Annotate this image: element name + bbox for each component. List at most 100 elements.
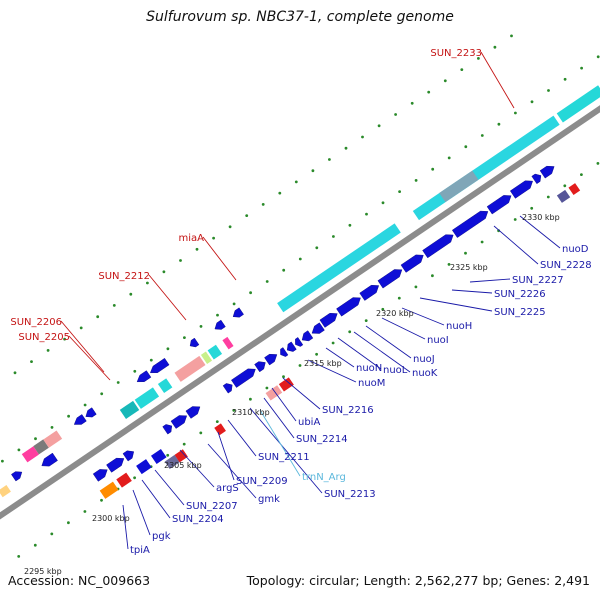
gene-label-sun-2226: SUN_2226	[494, 289, 546, 300]
gene-label-ubia: ubiA	[298, 417, 320, 428]
gene-label-tpia: tpiA	[130, 545, 150, 556]
rna-block	[413, 116, 560, 221]
accession-text: Accession: NC_009663	[8, 573, 150, 588]
cds-block	[309, 323, 324, 337]
gene-label-nuod: nuoD	[562, 244, 589, 255]
gene-label-sun-2206: SUN_2206	[10, 317, 62, 328]
leader-line	[283, 378, 320, 409]
scale-dot	[481, 241, 484, 244]
scale-dot	[315, 353, 318, 356]
rna-block	[277, 223, 401, 312]
scale-dot	[563, 184, 566, 187]
scale-dot	[427, 91, 430, 94]
scale-dot	[394, 113, 397, 116]
scale-dot	[431, 274, 434, 277]
scale-dot	[460, 68, 463, 71]
cds-block	[320, 310, 340, 328]
leader-line	[366, 326, 411, 358]
scale-dot	[348, 330, 351, 333]
scale-dot	[47, 349, 50, 352]
rna-block	[222, 337, 233, 349]
cds-block	[213, 320, 226, 332]
scale-dot	[282, 269, 285, 272]
scale-dot	[597, 162, 600, 165]
scale-dot	[100, 499, 103, 502]
scale-dot	[299, 258, 302, 261]
scale-dot	[30, 360, 33, 363]
leader-line	[123, 505, 128, 549]
scale-dot	[166, 454, 169, 457]
gene-label-sun-2205: SUN_2205	[18, 332, 70, 343]
scale-dot	[133, 476, 136, 479]
scale-dot	[17, 555, 20, 558]
scale-dot	[361, 136, 364, 139]
gene-label-trnn-arg: trnN_Arg	[302, 472, 346, 483]
scale-dot	[415, 179, 418, 182]
cds-block	[336, 294, 363, 316]
scale-dot	[67, 521, 70, 524]
scale-dot	[84, 404, 87, 407]
gene-label-sun-2228: SUN_2228	[540, 260, 592, 271]
cds-block	[123, 448, 136, 461]
rna-block	[557, 85, 600, 122]
cds-block	[72, 414, 86, 427]
scale-dot	[67, 415, 70, 418]
leader-line	[228, 420, 256, 456]
misc-block	[0, 485, 11, 497]
leader-line	[133, 490, 150, 535]
scale-dot	[580, 67, 583, 70]
scale-dot	[431, 168, 434, 171]
scale-dot	[312, 169, 315, 172]
cds-block	[84, 408, 97, 420]
scale-dot	[398, 297, 401, 300]
scale-dot	[245, 214, 248, 217]
cds-block	[171, 412, 189, 428]
gene-label-sun-2227: SUN_2227	[512, 275, 564, 286]
scale-dot	[328, 158, 331, 161]
scale-dot	[212, 237, 215, 240]
cds-block	[231, 365, 258, 387]
scale-dot	[96, 315, 99, 318]
cds-block	[163, 422, 175, 434]
scale-dot	[597, 55, 600, 58]
upper-block	[568, 183, 580, 195]
cds-block	[401, 252, 426, 273]
leader-line	[264, 398, 294, 438]
cds-block	[93, 466, 110, 481]
scale-dot	[18, 449, 21, 452]
scale-dot	[282, 375, 285, 378]
gene-label-nuom: nuoM	[358, 378, 385, 389]
scale-dot	[266, 387, 269, 390]
cds-block	[135, 371, 151, 385]
scale-dot	[133, 370, 136, 373]
scale-dot	[229, 225, 232, 228]
gene-label-nuoh: nuoH	[446, 321, 472, 332]
leader-line	[272, 388, 296, 421]
cds-block	[106, 455, 126, 473]
leader-line	[494, 226, 538, 264]
scale-dot	[481, 134, 484, 137]
scale-dot	[167, 347, 170, 350]
scale-dot	[494, 46, 497, 49]
cds-block	[285, 342, 297, 354]
scale-dot	[249, 398, 252, 401]
scale-dot	[34, 544, 37, 547]
upper-block	[136, 459, 152, 474]
upper-block	[100, 482, 119, 499]
cds-block	[223, 381, 235, 393]
scale-dot	[411, 102, 414, 105]
gene-label-gmk: gmk	[258, 494, 280, 505]
scale-dot	[415, 286, 418, 289]
scale-dot	[398, 190, 401, 193]
scale-dot	[51, 426, 54, 429]
scale-dot	[547, 196, 550, 199]
scale-label: 2325 kbp	[450, 263, 488, 272]
leader-line	[452, 290, 492, 293]
leader-line	[142, 480, 170, 518]
cds-block	[540, 163, 557, 178]
scale-label: 2305 kbp	[164, 461, 202, 470]
scale-dot	[514, 112, 517, 115]
gene-label-sun-2209: SUN_2209	[236, 476, 288, 487]
scale-dot	[200, 325, 203, 328]
gene-label-sun-2214: SUN_2214	[296, 434, 348, 445]
